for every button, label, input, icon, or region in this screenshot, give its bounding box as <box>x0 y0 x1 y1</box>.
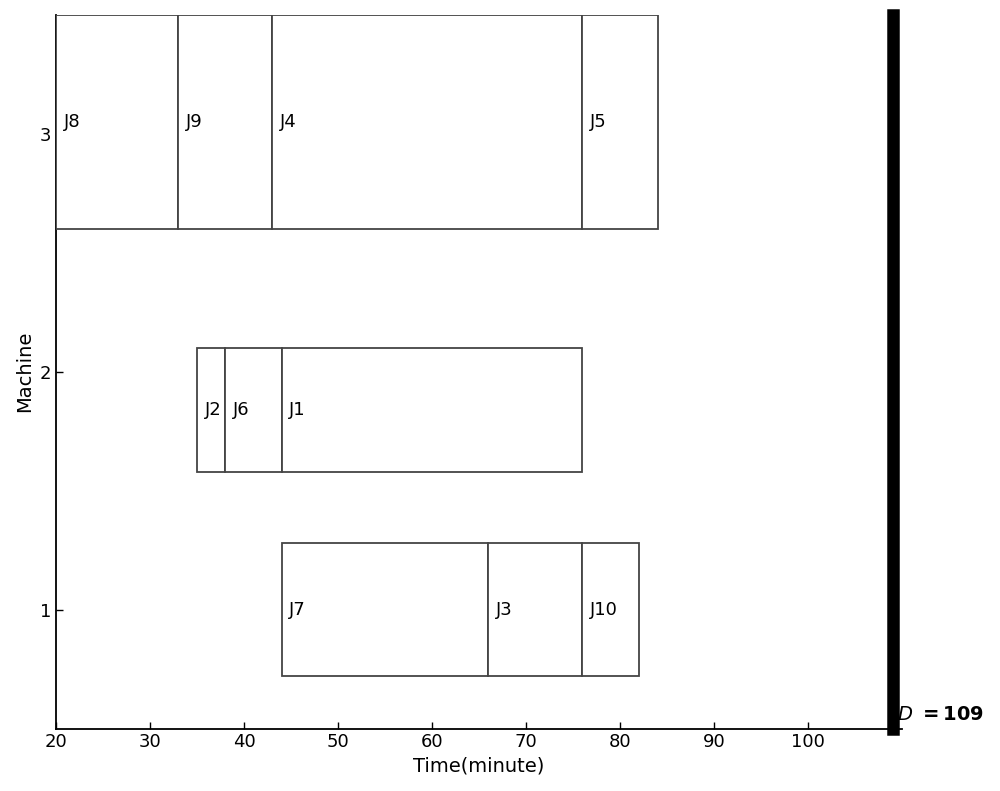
Bar <box>488 543 582 676</box>
Bar <box>272 15 582 229</box>
Text: J6: J6 <box>233 401 249 419</box>
Text: J8: J8 <box>63 113 80 131</box>
Bar <box>582 543 639 676</box>
Bar <box>197 348 225 471</box>
Bar <box>582 15 658 229</box>
Text: J3: J3 <box>496 600 513 619</box>
Y-axis label: Machine: Machine <box>15 331 34 412</box>
Text: J5: J5 <box>590 113 607 131</box>
X-axis label: Time(minute): Time(minute) <box>413 757 545 776</box>
Text: J1: J1 <box>289 401 306 419</box>
Bar <box>282 543 488 676</box>
Text: $\it{D}$ $\bf{= 109}$: $\it{D}$ $\bf{= 109}$ <box>897 705 985 724</box>
Text: J4: J4 <box>280 113 296 131</box>
Text: J10: J10 <box>590 600 618 619</box>
Bar <box>282 348 582 471</box>
Text: J9: J9 <box>186 113 202 131</box>
Text: J2: J2 <box>204 401 221 419</box>
Bar <box>225 348 282 471</box>
Bar <box>56 15 178 229</box>
Text: J7: J7 <box>289 600 306 619</box>
Bar <box>178 15 272 229</box>
